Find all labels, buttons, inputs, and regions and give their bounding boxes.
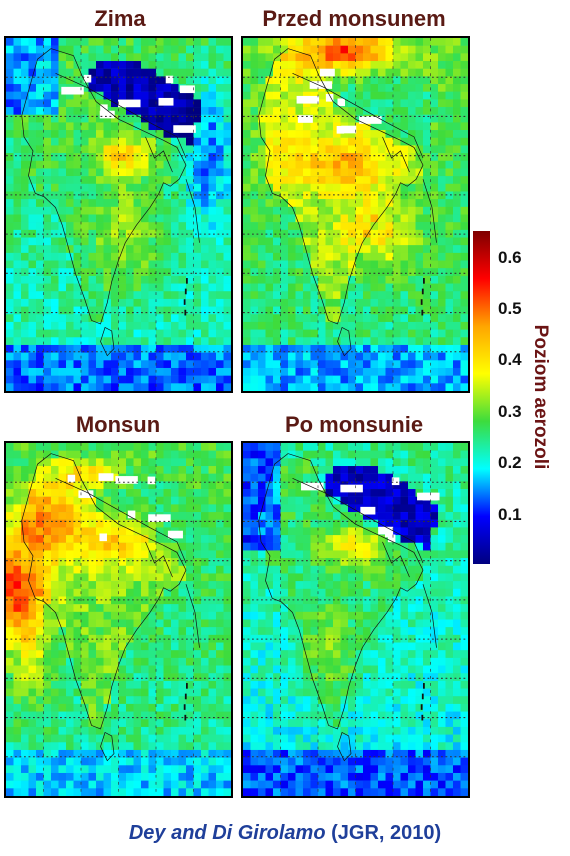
panel-title-premonsoon: Przed monsunem <box>262 6 446 31</box>
colorbar-tick-label: 0.2 <box>498 453 522 472</box>
map-monsoon <box>4 441 233 798</box>
citation-ref: (JGR, 2010) <box>331 822 442 844</box>
citation: Dey and Di Girolamo (JGR, 2010) <box>0 822 570 845</box>
colorbar-tick-label: 0.1 <box>498 505 522 524</box>
map-winter <box>4 36 233 393</box>
colorbar-tick-label: 0.6 <box>498 248 522 267</box>
map-postmonsoon <box>241 441 470 798</box>
panel-title-monsoon: Monsun <box>75 412 161 437</box>
colorbar-tick-label: 0.3 <box>498 402 522 421</box>
panel-title-winter: Zima <box>94 6 146 31</box>
citation-authors: Dey and Di Girolamo <box>128 822 326 844</box>
map-premonsoon <box>241 36 470 393</box>
colorbar-tick-label: 0.4 <box>498 350 522 369</box>
colorbar-tick-label: 0.5 <box>498 299 522 318</box>
panel-title-postmonsoon: Po monsunie <box>284 412 424 437</box>
colorbar <box>473 231 490 564</box>
